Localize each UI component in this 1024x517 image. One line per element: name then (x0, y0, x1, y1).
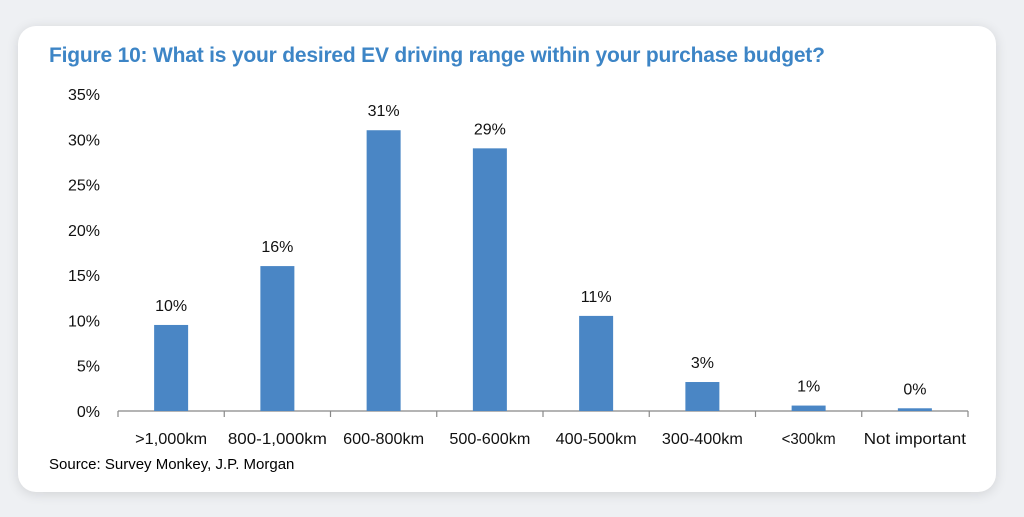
data-label: 3% (691, 355, 714, 372)
bar (472, 148, 507, 412)
y-tick-label: 35% (68, 87, 100, 104)
y-tick-label: 25% (68, 178, 100, 195)
data-label: 1% (797, 379, 820, 396)
source-note: Source: Survey Monkey, J.P. Morgan (49, 456, 295, 473)
data-label: 16% (261, 239, 293, 256)
bar (897, 408, 932, 411)
x-tick-label: 300-400km (662, 431, 743, 448)
y-tick-label: 30% (68, 132, 100, 149)
bar (154, 324, 189, 411)
bar (791, 405, 826, 411)
y-tick-label: 10% (68, 313, 100, 330)
data-label: 29% (474, 121, 506, 138)
y-tick-label: 0% (77, 404, 100, 421)
x-tick-label: <300km (782, 431, 836, 448)
x-tick-label: 600-800km (343, 431, 424, 448)
chart-title: Figure 10: What is your desired EV drivi… (49, 44, 825, 67)
data-label: 11% (581, 289, 612, 306)
bar (579, 315, 614, 411)
y-tick-label: 15% (68, 268, 100, 285)
bar (260, 266, 295, 411)
x-tick-label: 500-600km (449, 431, 530, 448)
y-tick-label: 20% (68, 223, 100, 240)
data-label: 31% (368, 103, 400, 120)
y-tick-label: 5% (77, 359, 100, 376)
bar (685, 382, 720, 411)
data-label: 0% (903, 381, 926, 398)
data-label: 10% (155, 298, 187, 315)
chart-card (18, 26, 996, 492)
x-tick-label: 400-500km (556, 431, 637, 448)
bar (366, 130, 401, 411)
x-tick-label: 800-1,000km (228, 431, 327, 448)
x-tick-label: Not important (864, 431, 967, 448)
x-tick-label: >1,000km (135, 431, 207, 448)
